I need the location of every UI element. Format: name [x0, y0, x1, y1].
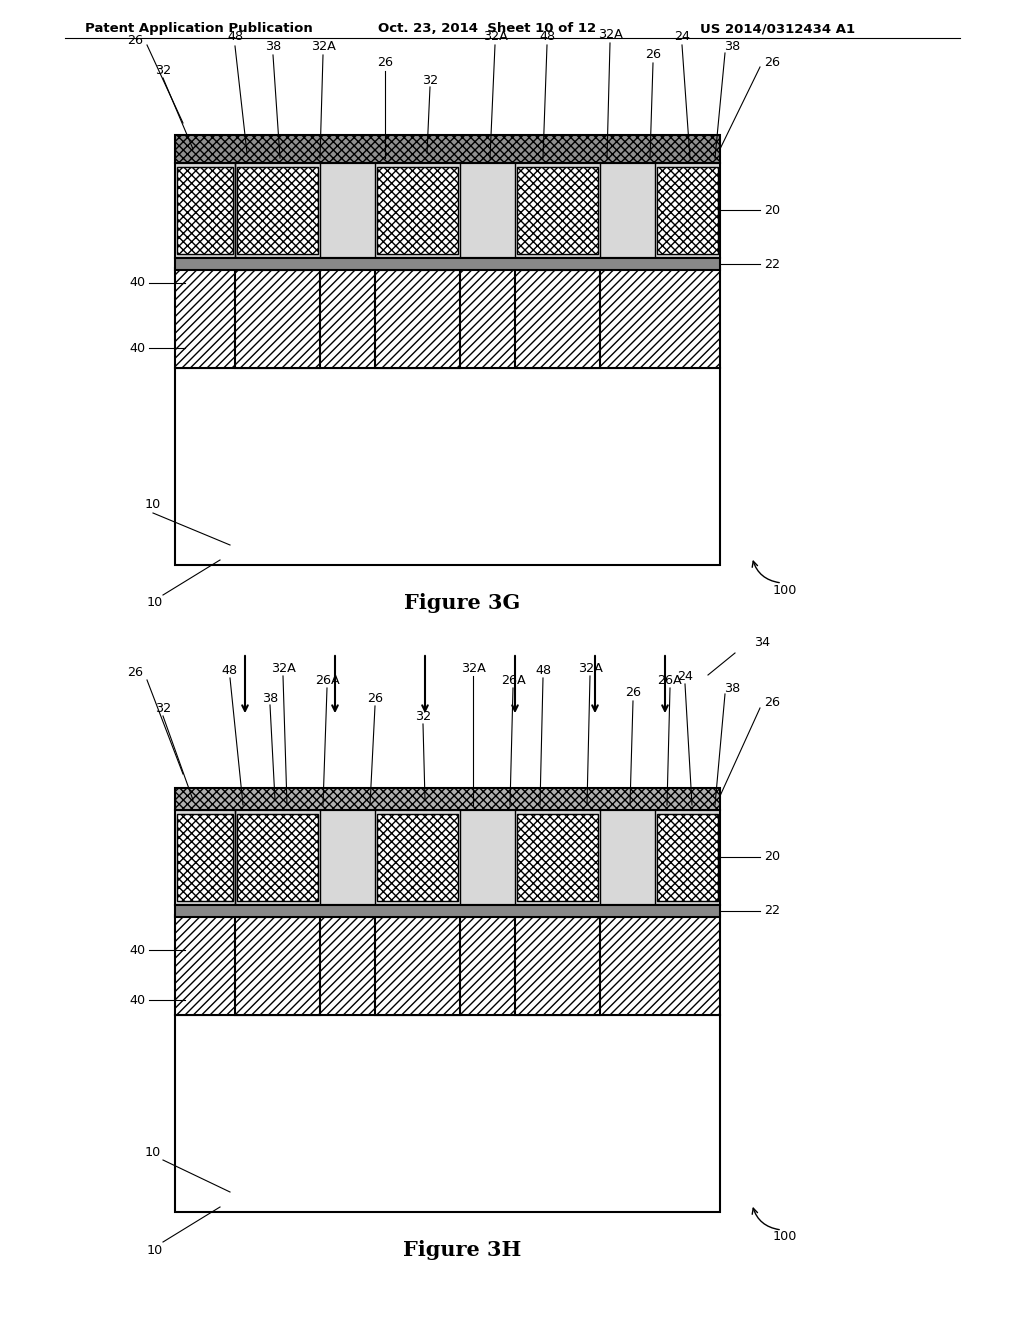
Text: 48: 48 — [535, 664, 551, 676]
Text: 32A: 32A — [270, 661, 296, 675]
Text: 48: 48 — [222, 664, 238, 676]
Text: 40: 40 — [129, 994, 145, 1006]
Text: 32A: 32A — [598, 29, 623, 41]
Text: 26: 26 — [367, 692, 383, 705]
Text: 10: 10 — [144, 1146, 161, 1159]
Text: 26A: 26A — [657, 673, 682, 686]
Text: 38: 38 — [265, 41, 282, 54]
Bar — [377, 168, 458, 253]
Bar — [237, 814, 318, 902]
Bar — [175, 915, 720, 1015]
Text: Figure 3G: Figure 3G — [403, 593, 520, 612]
Bar — [177, 814, 233, 902]
Text: 26: 26 — [764, 57, 780, 70]
Text: 40: 40 — [129, 342, 145, 355]
Bar — [175, 906, 720, 917]
Text: 34: 34 — [754, 636, 770, 649]
Text: 32: 32 — [155, 701, 171, 714]
Text: Figure 3H: Figure 3H — [402, 1239, 521, 1261]
Text: 32A: 32A — [482, 30, 508, 44]
Bar — [375, 271, 460, 368]
Text: 38: 38 — [724, 41, 740, 54]
Text: 32: 32 — [155, 63, 171, 77]
Text: 10: 10 — [144, 499, 161, 511]
Bar — [175, 788, 720, 810]
Text: 10: 10 — [146, 1243, 163, 1257]
Bar — [175, 1015, 720, 1212]
Bar — [234, 917, 319, 1015]
Text: Patent Application Publication: Patent Application Publication — [85, 22, 312, 36]
Text: 24: 24 — [674, 30, 690, 44]
Text: 26A: 26A — [501, 673, 525, 686]
Text: 32A: 32A — [461, 661, 485, 675]
Text: 26: 26 — [625, 686, 641, 700]
Bar — [515, 271, 600, 368]
Text: 20: 20 — [764, 850, 780, 863]
Text: 22: 22 — [764, 257, 780, 271]
Text: 38: 38 — [262, 692, 279, 705]
Bar — [177, 168, 233, 253]
Text: 40: 40 — [129, 944, 145, 957]
Text: 26: 26 — [127, 33, 143, 46]
Bar — [175, 257, 720, 271]
Text: 24: 24 — [677, 669, 693, 682]
Text: 26: 26 — [645, 49, 662, 62]
Text: US 2014/0312434 A1: US 2014/0312434 A1 — [700, 22, 855, 36]
Text: 32: 32 — [415, 710, 431, 722]
Bar — [175, 162, 720, 257]
Bar — [237, 168, 318, 253]
Text: 32A: 32A — [310, 41, 336, 54]
Text: 48: 48 — [539, 30, 555, 44]
Bar — [175, 810, 720, 906]
Text: 32: 32 — [422, 74, 438, 87]
Text: 32A: 32A — [578, 661, 602, 675]
Bar — [175, 368, 720, 565]
Bar — [234, 271, 319, 368]
Bar — [377, 814, 458, 902]
Bar — [175, 268, 720, 368]
Bar — [517, 814, 598, 902]
Bar — [515, 917, 600, 1015]
Text: 26: 26 — [377, 57, 393, 70]
Text: 22: 22 — [764, 904, 780, 917]
Bar — [657, 168, 718, 253]
Text: 26A: 26A — [314, 673, 339, 686]
Text: 38: 38 — [724, 681, 740, 694]
Text: 100: 100 — [773, 1230, 798, 1243]
Bar — [517, 168, 598, 253]
Bar — [657, 814, 718, 902]
Text: Oct. 23, 2014  Sheet 10 of 12: Oct. 23, 2014 Sheet 10 of 12 — [378, 22, 596, 36]
Text: 40: 40 — [129, 276, 145, 289]
Text: 26: 26 — [127, 667, 143, 680]
Bar — [375, 917, 460, 1015]
Text: 26: 26 — [764, 697, 780, 710]
Text: 48: 48 — [227, 30, 243, 44]
Text: 100: 100 — [773, 583, 798, 597]
Text: 10: 10 — [146, 597, 163, 610]
Bar — [175, 135, 720, 162]
Text: 20: 20 — [764, 203, 780, 216]
